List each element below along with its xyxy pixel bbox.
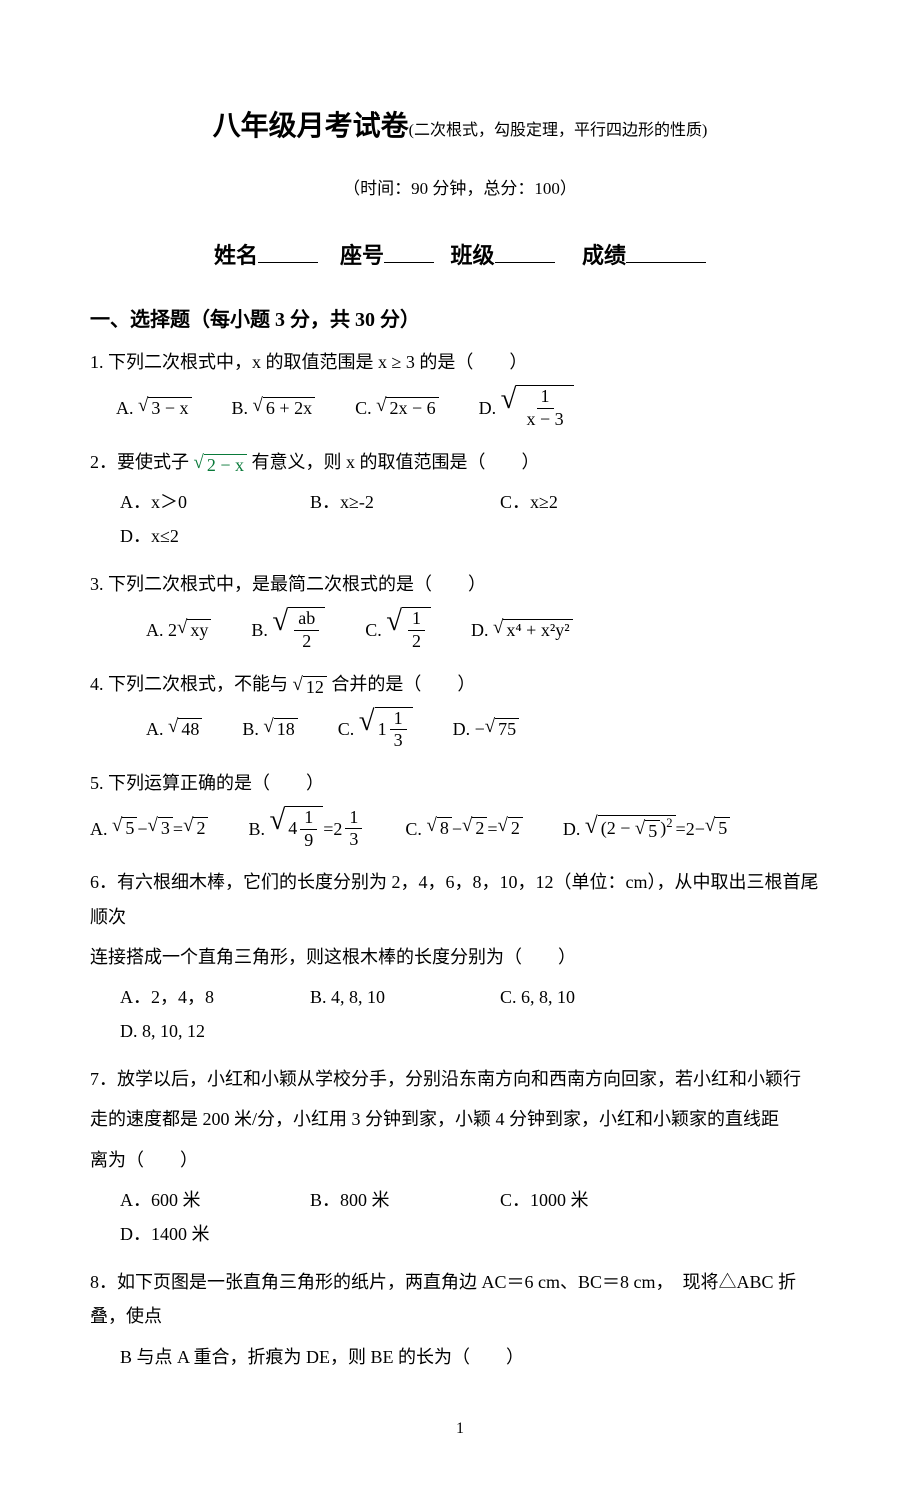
q1-opt-c: C. √2x − 6 xyxy=(355,385,439,430)
q2-opt-b: B．x≥-2 xyxy=(310,485,460,519)
q4-opt-d: D. −√75 xyxy=(453,707,520,752)
q7-options: A．600 米 B．800 米 C．1000 米 D．1400 米 xyxy=(120,1183,830,1251)
blank-class xyxy=(495,238,555,263)
q7-l3: 离为（ ） xyxy=(90,1143,830,1177)
q2-opt-a: A．x＞0 xyxy=(120,485,270,519)
q3-options: A. 2√xy B. √ ab2 C. √ 12 D. √x⁴ + x²y² xyxy=(116,607,830,652)
q7-l2: 走的速度都是 200 米/分，小红用 3 分钟到家，小颖 4 分钟到家，小红和小… xyxy=(90,1102,830,1136)
q6-options: A．2，4，8 B. 4, 8, 10 C. 6, 8, 10 D. 8, 10… xyxy=(120,980,830,1048)
q7-opt-d: D．1400 米 xyxy=(120,1217,270,1251)
q2-opt-d: D．x≤2 xyxy=(120,519,270,553)
q8-l1: 8．如下页图是一张直角三角形的纸片，两直角边 AC＝6 cm、BC＝8 cm， … xyxy=(90,1265,830,1333)
q3-opt-b: B. √ ab2 xyxy=(251,607,325,652)
q2-pre: 2．要使式子 xyxy=(90,452,194,472)
q1: 1. 下列二次根式中，x 的取值范围是 x ≥ 3 的是（ ） xyxy=(90,345,830,379)
name-line: 姓名 座号 班级 成绩 xyxy=(90,235,830,277)
page-number: 1 xyxy=(90,1414,830,1444)
title-main: 八年级月考试卷 xyxy=(213,111,409,142)
label-seat: 座号 xyxy=(340,243,384,268)
q6-opt-a: A．2，4，8 xyxy=(120,980,270,1014)
q1-opt-a: A. √3 − x xyxy=(116,385,192,430)
q7-opt-c: C．1000 米 xyxy=(500,1183,650,1217)
title-sub: (二次根式，勾股定理，平行四边形的性质) xyxy=(409,122,708,139)
time-line: （时间：90 分钟，总分：100） xyxy=(90,173,830,205)
q7-l1: 7．放学以后，小红和小颖从学校分手，分别沿东南方向和西南方向回家，若小红和小颖行 xyxy=(90,1062,830,1096)
q7-opt-b: B．800 米 xyxy=(310,1183,460,1217)
blank-name xyxy=(258,238,318,263)
q5-options: A. √5 − √3 = √2 B. √ 419 = 213 C. √8 − √… xyxy=(90,806,830,851)
q6-opt-b: B. 4, 8, 10 xyxy=(310,980,460,1014)
section-1-head: 一、选择题（每小题 3 分，共 30 分） xyxy=(90,301,830,339)
q4-pre: 4. 下列二次根式，不能与 xyxy=(90,674,293,694)
q4-options: A. √48 B. √18 C. √ 113 D. −√75 xyxy=(116,707,830,752)
q7-opt-a: A．600 米 xyxy=(120,1183,270,1217)
page: 八年级月考试卷(二次根式，勾股定理，平行四边形的性质) （时间：90 分钟，总分… xyxy=(0,0,920,1504)
q2-opt-c: C．x≥2 xyxy=(500,485,650,519)
label-score: 成绩 xyxy=(582,243,626,268)
q5-opt-a: A. √5 − √3 = √2 xyxy=(90,806,208,851)
q4-opt-c: C. √ 113 xyxy=(338,707,413,752)
q3-opt-c: C. √ 12 xyxy=(365,607,431,652)
q5-text: 5. 下列运算正确的是（ ） xyxy=(90,773,324,793)
q2-options: A．x＞0 B．x≥-2 C．x≥2 D．x≤2 xyxy=(120,485,830,553)
q3-opt-a: A. 2√xy xyxy=(146,607,211,652)
q5-opt-c: C. √8 − √2 = √2 xyxy=(405,806,522,851)
q6-l2: 连接搭成一个直角三角形，则这根木棒的长度分别为（ ） xyxy=(90,940,830,974)
q1-opt-b: B. √6 + 2x xyxy=(232,385,316,430)
blank-score xyxy=(626,238,706,263)
q2: 2．要使式子 √2 − x 有意义，则 x 的取值范围是（ ） xyxy=(90,445,830,479)
q4: 4. 下列二次根式，不能与 √12 合并的是（ ） xyxy=(90,667,830,701)
q6-l1: 6．有六根细木棒，它们的长度分别为 2，4，6，8，10，12（单位：cm），从… xyxy=(90,865,830,933)
label-name: 姓名 xyxy=(214,243,258,268)
q5: 5. 下列运算正确的是（ ） xyxy=(90,766,830,800)
blank-seat xyxy=(384,238,434,263)
q3: 3. 下列二次根式中，是最简二次根式的是（ ） xyxy=(90,567,830,601)
title-line: 八年级月考试卷(二次根式，勾股定理，平行四边形的性质) xyxy=(90,100,830,153)
q3-opt-d: D. √x⁴ + x²y² xyxy=(471,607,573,652)
q1-text: 1. 下列二次根式中，x 的取值范围是 x ≥ 3 的是（ ） xyxy=(90,352,527,372)
q2-tail: 有意义，则 x 的取值范围是（ ） xyxy=(252,452,540,472)
q6-opt-d: D. 8, 10, 12 xyxy=(120,1014,270,1048)
q3-text: 3. 下列二次根式中，是最简二次根式的是（ ） xyxy=(90,574,486,594)
label-class: 班级 xyxy=(451,243,495,268)
q5-opt-b: B. √ 419 = 213 xyxy=(248,806,365,851)
q4-post: 合并的是（ ） xyxy=(331,674,475,694)
q6-opt-c: C. 6, 8, 10 xyxy=(500,980,650,1014)
q5-opt-d: D. √ (2 − √5)2 = 2 − √5 xyxy=(563,806,730,851)
q4-opt-b: B. √18 xyxy=(242,707,297,752)
q4-opt-a: A. √48 xyxy=(146,707,202,752)
q1-opt-d: D. √ 1x − 3 xyxy=(479,385,574,430)
q8-l2: B 与点 A 重合，折痕为 DE，则 BE 的长为（ ） xyxy=(120,1340,830,1374)
q1-options: A. √3 − x B. √6 + 2x C. √2x − 6 D. √ 1x … xyxy=(116,385,830,430)
